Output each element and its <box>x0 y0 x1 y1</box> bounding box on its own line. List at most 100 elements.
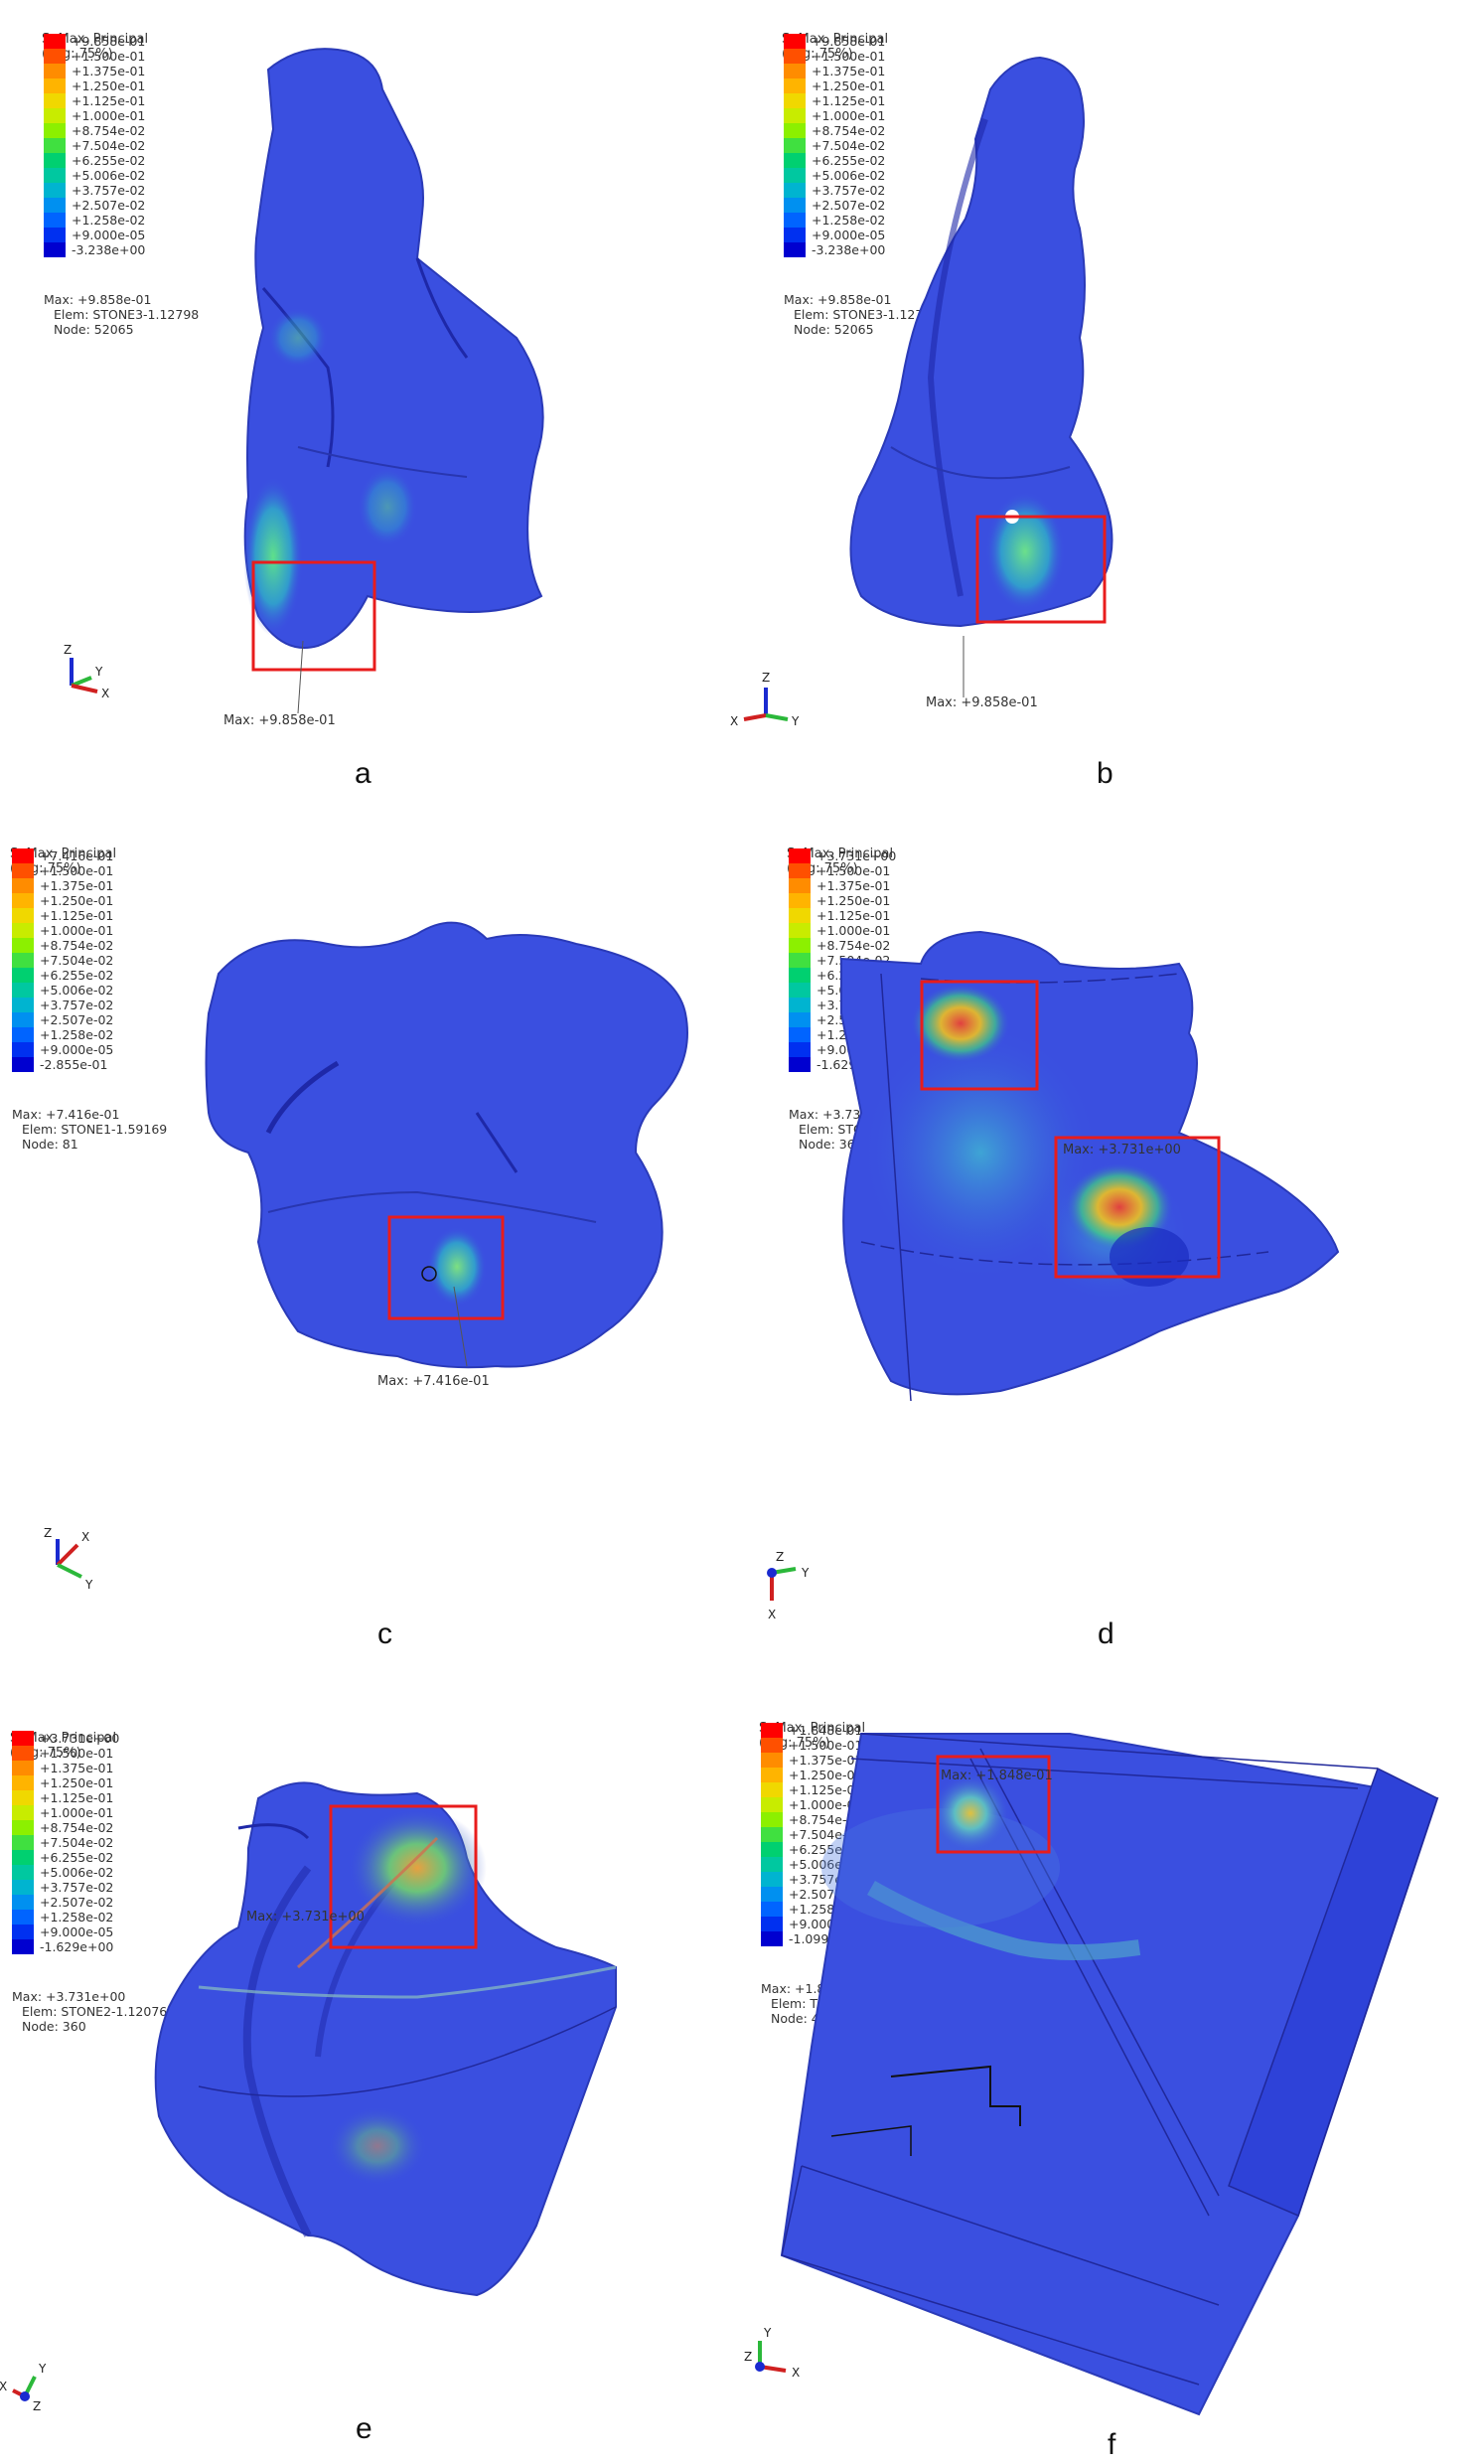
stone-model-b: Z X Y <box>730 56 1113 728</box>
legend-swatch <box>12 1835 34 1850</box>
legend-swatch <box>12 1761 34 1775</box>
axis-label: Y <box>38 2362 47 2376</box>
legend-swatch <box>789 1042 811 1057</box>
legend-label: +8.754e-02 <box>812 123 886 138</box>
legend-swatch <box>789 1012 811 1027</box>
legend-label: -3.238e+00 <box>812 242 886 257</box>
legend-label: +6.255e-02 <box>40 968 114 983</box>
max-annotation: Max: +3.731e+00 <box>1063 1143 1181 1157</box>
legend-swatch <box>12 1865 34 1880</box>
legend-swatch <box>12 1880 34 1895</box>
legend-swatch <box>789 938 811 953</box>
max-info: Max: +7.416e-01 Elem: STONE1-1.59169 Node:… <box>12 1107 168 1152</box>
legend-label: +1.500e-01 <box>40 1746 114 1761</box>
legend-swatch <box>761 1887 783 1902</box>
legend-label: +1.258e-02 <box>40 1910 114 1925</box>
legend-swatch <box>784 183 806 198</box>
legend-swatch <box>789 968 811 983</box>
legend-swatch <box>784 168 806 183</box>
legend-swatch <box>44 78 66 93</box>
legend-swatch <box>12 1012 34 1027</box>
legend-label: +7.504e-02 <box>40 1835 114 1850</box>
axis-triad: Z Y X <box>767 1550 810 1621</box>
stone-model-c: Z X Y <box>44 921 688 1592</box>
panel-label: c <box>377 1617 392 1650</box>
legend-swatch <box>44 108 66 123</box>
legend-swatch <box>784 198 806 213</box>
legend-swatch <box>789 863 811 878</box>
legend-label: +5.006e-02 <box>40 983 114 998</box>
legend-swatch <box>44 138 66 153</box>
legend-label: +1.258e-02 <box>812 213 886 228</box>
legend-label: +6.255e-02 <box>72 153 146 168</box>
legend-label: +1.000e-01 <box>812 108 886 123</box>
legend-swatch <box>761 1723 783 1738</box>
legend-swatch <box>12 1027 34 1042</box>
max-annotation: Max: +9.858e-01 <box>926 695 1038 710</box>
legend-label: +1.848e-01 <box>789 1723 863 1738</box>
legend-swatch <box>789 998 811 1012</box>
legend-swatch <box>12 1746 34 1761</box>
legend-label: +1.250e-01 <box>40 1775 114 1790</box>
legend-swatch <box>761 1812 783 1827</box>
legend-swatch <box>789 953 811 968</box>
legend-label: +9.858e-01 <box>72 34 146 49</box>
axis-label: Y <box>94 665 103 679</box>
legend-label: +1.250e-01 <box>72 78 146 93</box>
legend-swatch <box>761 1768 783 1782</box>
legend-label: +1.250e-01 <box>40 893 114 908</box>
stone-model-a: Z Y X <box>64 48 544 714</box>
legend-swatch <box>784 213 806 228</box>
legend-swatch <box>44 93 66 108</box>
legend-label: +1.500e-01 <box>812 49 886 64</box>
max-annotation: Max: +1.848e-01 <box>941 1769 1053 1783</box>
legend-swatch <box>12 893 34 908</box>
legend-swatch <box>784 108 806 123</box>
legend-swatch <box>12 1850 34 1865</box>
legend-swatch <box>12 1042 34 1057</box>
legend-swatch <box>12 1805 34 1820</box>
highlight-box <box>329 1804 478 1949</box>
legend-swatch <box>789 983 811 998</box>
legend-label: -1.629e+00 <box>40 1939 114 1954</box>
legend-label: +3.757e-02 <box>812 183 886 198</box>
axis-label: Y <box>84 1578 93 1592</box>
legend-label: +3.757e-02 <box>40 998 114 1012</box>
legend-label: +1.500e-01 <box>816 863 891 878</box>
axis-label: Y <box>763 2326 772 2340</box>
legend-swatch <box>784 228 806 242</box>
axis-label: X <box>792 2366 800 2380</box>
legend-swatch <box>784 34 806 49</box>
legend-swatch <box>44 198 66 213</box>
legend-swatch <box>789 1027 811 1042</box>
legend-swatch <box>12 848 34 863</box>
legend-label: +1.375e-01 <box>789 1753 863 1768</box>
legend-label: +1.125e-01 <box>40 908 114 923</box>
legend-label: +1.000e-01 <box>789 1797 863 1812</box>
legend-swatch <box>12 998 34 1012</box>
legend-label: +2.507e-02 <box>72 198 146 213</box>
legend-swatch <box>12 983 34 998</box>
legend-label: +7.416e-01 <box>40 848 114 863</box>
legend-swatch <box>44 213 66 228</box>
legend-label: +8.754e-02 <box>789 1812 863 1827</box>
legend-label: +1.250e-01 <box>789 1768 863 1782</box>
legend-swatch <box>784 78 806 93</box>
legend-title: S, Max. Principal (Avg: 75%) <box>10 847 117 876</box>
legend-label: +1.000e-01 <box>816 923 891 938</box>
axis-label: Z <box>64 643 72 657</box>
legend-label: +1.000e-01 <box>40 923 114 938</box>
panel-label: a <box>355 757 371 790</box>
stone-model-e: Y X Z <box>0 1781 617 2413</box>
legend-label: +1.500e-01 <box>789 1738 863 1753</box>
legend-swatch <box>761 1842 783 1857</box>
legend-swatch <box>784 123 806 138</box>
axis-label: Z <box>762 671 770 685</box>
axis-label: X <box>81 1530 89 1544</box>
axis-triad: Z X Y <box>44 1526 93 1592</box>
legend-label: +2.507e-02 <box>40 1012 114 1027</box>
legend-label: +1.375e-01 <box>40 1761 114 1775</box>
axis-triad: Z Y X <box>64 643 109 700</box>
legend-swatch <box>784 64 806 78</box>
